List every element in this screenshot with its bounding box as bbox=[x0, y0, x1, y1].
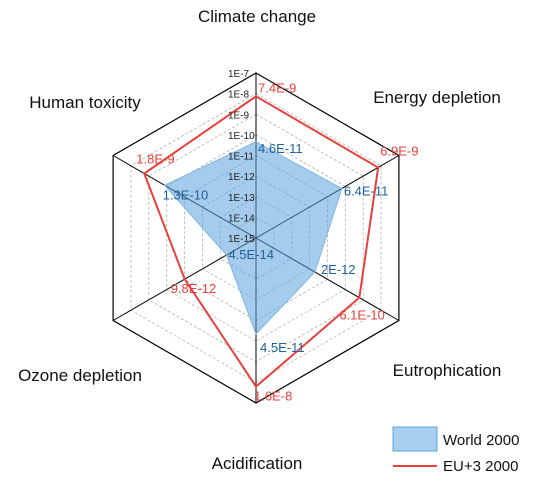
legend: World 2000 EU+3 2000 bbox=[392, 426, 519, 475]
tick-label: 1E-12 bbox=[228, 172, 255, 183]
data-label-world: 6.4E-11 bbox=[344, 183, 389, 198]
tick-label: 1E-8 bbox=[228, 90, 250, 101]
data-label-eu: 9.8E-12 bbox=[171, 281, 217, 296]
legend-label-eu: EU+3 2000 bbox=[443, 458, 518, 475]
tick-label: 1E-15 bbox=[228, 234, 255, 245]
data-label-world: 4.6E-11 bbox=[258, 141, 303, 156]
tick-label: 1E-10 bbox=[228, 131, 255, 142]
legend-label-world: World 2000 bbox=[443, 432, 519, 449]
data-label-world: 1.3E-10 bbox=[163, 187, 209, 202]
axis-label: Ozone depletion bbox=[18, 366, 142, 385]
tick-label: 1E-11 bbox=[228, 152, 254, 163]
tick-layer: 1E-15 1E-14 1E-13 1E-12 1E-11 1E-10 1E-9 1E-8 1E… bbox=[228, 69, 255, 245]
data-label-world: 2E-12 bbox=[321, 262, 356, 277]
series-line-eu bbox=[143, 95, 380, 389]
data-label-eu: 6.9E-9 bbox=[380, 143, 418, 158]
tick-label: 1E-14 bbox=[228, 213, 255, 224]
axis-label: Climate change bbox=[198, 7, 316, 26]
axis-label: Energy depletion bbox=[373, 88, 501, 107]
data-label-eu: 1.6E-8 bbox=[254, 389, 292, 404]
series-layer bbox=[143, 95, 380, 389]
data-label-world: 4.5E-14 bbox=[228, 247, 274, 262]
tick-label: 1E-13 bbox=[228, 193, 255, 204]
data-label-eu: 7.4E-9 bbox=[258, 80, 296, 95]
tick-label: 1E-7 bbox=[228, 69, 250, 80]
series-area-world bbox=[163, 141, 343, 335]
data-label-world: 4.5E-11 bbox=[260, 340, 305, 355]
data-label-eu: 6.1E-10 bbox=[339, 308, 385, 323]
axis-label: Acidification bbox=[212, 454, 303, 473]
tick-label: 1E-9 bbox=[228, 110, 250, 121]
data-label-eu: 1.8E-9 bbox=[136, 151, 174, 166]
axis-label: Eutrophication bbox=[393, 361, 502, 380]
axis-label: Human toxicity bbox=[29, 93, 141, 112]
legend-swatch-world bbox=[392, 426, 438, 452]
label-layer: Climate change Energy depletion Eutrophica… bbox=[18, 7, 501, 473]
